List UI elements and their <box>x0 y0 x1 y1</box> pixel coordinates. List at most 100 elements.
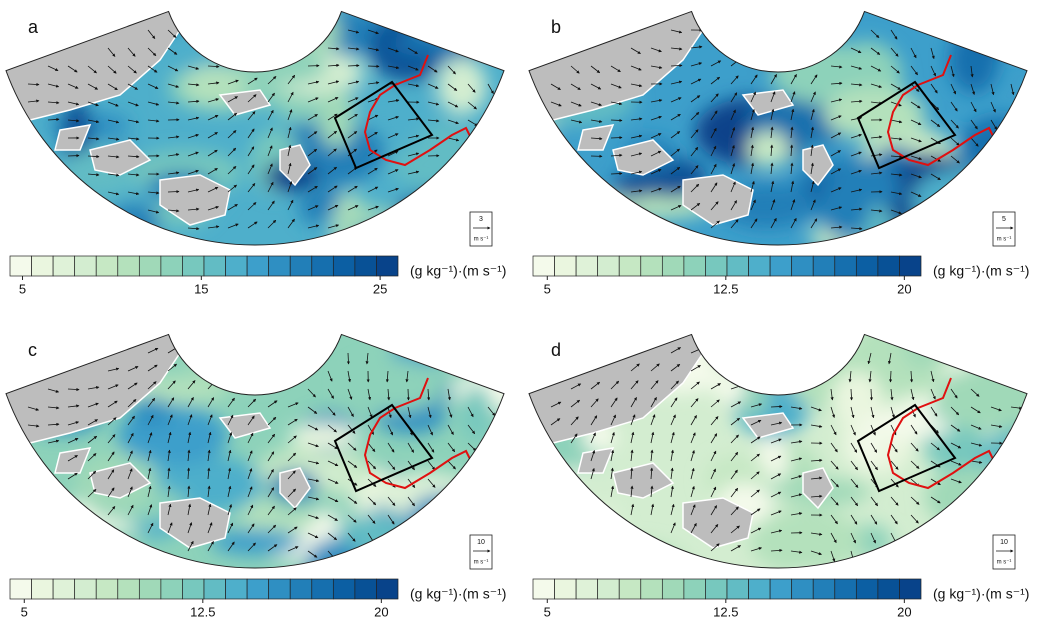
colorbar-cell <box>792 579 814 599</box>
colorbar-cell <box>182 256 204 276</box>
wind-arrow <box>611 120 622 121</box>
colorbar-cell <box>555 256 577 276</box>
colorbar-cell <box>182 579 204 599</box>
field-blob <box>589 502 621 568</box>
colorbar-cell <box>619 579 641 599</box>
field-blob <box>412 493 491 525</box>
field-blob <box>478 334 517 369</box>
field-blob <box>241 5 340 60</box>
colorbar-cell <box>53 256 75 276</box>
field-blob <box>239 359 275 383</box>
ref-vector-value: 10 <box>477 539 485 546</box>
colorbar-cell <box>247 256 269 276</box>
field-blob <box>374 473 477 516</box>
colorbar-cell <box>118 579 140 599</box>
wind-arrow <box>408 389 409 400</box>
colorbar-tick-label: 25 <box>373 281 387 296</box>
field-blob <box>407 10 518 39</box>
colorbar-cell <box>96 579 118 599</box>
field-blob <box>612 172 656 198</box>
colorbar-tick-label: 5 <box>21 604 28 619</box>
colorbar-cell <box>533 579 555 599</box>
field-blob <box>715 372 746 403</box>
colorbar-tick-label: 12.5 <box>713 281 738 296</box>
colorbar-cell <box>376 579 398 599</box>
colorbar-cell <box>878 579 900 599</box>
colorbar-cell <box>161 256 183 276</box>
field-blobs <box>497 314 1041 591</box>
field-blob <box>556 201 631 262</box>
colorbar-cell <box>226 579 248 599</box>
field-blob <box>819 174 871 239</box>
colorbar-cell <box>899 579 921 599</box>
ref-vector-unit: m s⁻¹ <box>474 237 489 243</box>
colorbar-cell <box>899 256 921 276</box>
colorbar-cell <box>770 256 792 276</box>
colorbar-cell <box>813 256 835 276</box>
colorbar-cell <box>641 256 663 276</box>
ref-vector-value: 5 <box>1002 216 1006 223</box>
colorbar-cell <box>53 579 75 599</box>
field-blob <box>239 0 279 61</box>
field-blob <box>750 508 862 574</box>
colorbar-cell <box>312 256 334 276</box>
wind-arrow <box>771 406 782 407</box>
field-blob <box>0 524 75 546</box>
colorbar-cell <box>662 579 684 599</box>
colorbar-cell <box>312 579 334 599</box>
colorbar-cell <box>705 579 727 599</box>
field-blob <box>437 58 486 114</box>
field-blob <box>852 437 882 463</box>
colorbar-cell <box>226 256 248 276</box>
field-blob <box>354 223 427 252</box>
field-blob <box>763 23 812 73</box>
colorbar-cell <box>376 256 398 276</box>
colorbar-cell <box>856 256 878 276</box>
ref-vector-value: 3 <box>479 216 483 223</box>
colorbar-cell <box>770 579 792 599</box>
colorbar-cell <box>204 256 226 276</box>
colorbar-tick-label: 5 <box>19 281 26 296</box>
panel-label: c <box>28 340 37 360</box>
colorbar-cell <box>10 256 32 276</box>
field-blob <box>232 49 327 84</box>
field-blob <box>109 204 160 243</box>
colorbar-cell <box>576 579 598 599</box>
colorbar-cell <box>355 579 377 599</box>
colorbar-tick-label: 20 <box>897 604 911 619</box>
colorbar-cell <box>619 256 641 276</box>
field-blob <box>933 225 988 255</box>
panel-label: d <box>551 340 561 360</box>
colorbar-cell <box>32 579 54 599</box>
colorbar-cell <box>813 579 835 599</box>
colorbar-cell <box>139 579 161 599</box>
colorbar-tick-label: 12.5 <box>190 604 215 619</box>
colorbar-cell <box>705 256 727 276</box>
ref-vector-unit: m s⁻¹ <box>474 560 489 566</box>
colorbar-cell <box>139 256 161 276</box>
field-blob <box>187 324 268 383</box>
colorbar-cell <box>641 579 663 599</box>
map <box>511 0 1041 263</box>
panel: c10m s⁻¹512.520(g kg⁻¹)·(m s⁻¹) <box>0 323 541 619</box>
colorbar-cell <box>96 256 118 276</box>
field-blob <box>460 385 493 442</box>
colorbar-cell <box>269 256 291 276</box>
panel: d10m s⁻¹512.520(g kg⁻¹)·(m s⁻¹) <box>497 314 1041 620</box>
field-blob <box>542 205 644 257</box>
ref-vector-unit: m s⁻¹ <box>997 237 1012 243</box>
field-blob <box>336 207 402 239</box>
field-blob <box>876 146 915 168</box>
field-blob <box>447 219 546 260</box>
wind-arrow <box>348 65 359 66</box>
colorbar-cell <box>684 579 706 599</box>
colorbar-unit: (g kg⁻¹)·(m s⁻¹) <box>933 263 1029 279</box>
colorbar-cell <box>878 256 900 276</box>
ref-vector-value: 10 <box>1000 539 1008 546</box>
colorbar-cell <box>598 579 620 599</box>
colorbar-cell <box>727 579 749 599</box>
wind-arrow <box>348 353 349 364</box>
colorbar-cell <box>749 579 771 599</box>
colorbar-tick-label: 20 <box>374 604 388 619</box>
colorbar-cell <box>727 256 749 276</box>
